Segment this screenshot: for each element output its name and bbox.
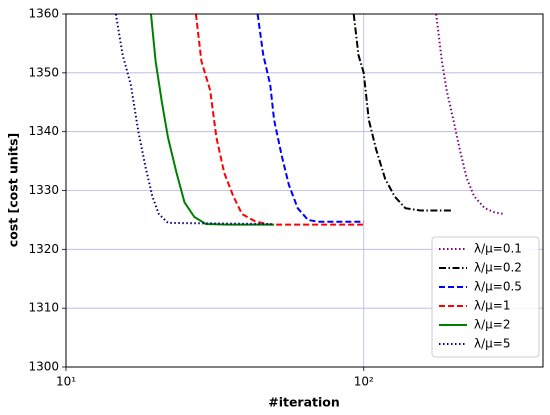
x-axis-label: #iteration	[268, 395, 340, 410]
plot-frame	[65, 13, 544, 368]
y-tick-label: 1340	[28, 124, 59, 138]
y-tick-label: 1300	[28, 360, 59, 374]
series-line	[435, 13, 504, 215]
legend-label: λ/μ=0.2	[474, 261, 522, 275]
legend-label: λ/μ=1	[474, 299, 510, 313]
series-line	[256, 13, 364, 223]
x-tick-label: 10²	[354, 375, 374, 389]
y-tick-label: 1310	[28, 301, 59, 315]
series-line	[352, 13, 454, 212]
series-line	[114, 13, 272, 225]
legend-label: λ/μ=0.1	[474, 242, 522, 256]
legend-label: λ/μ=2	[474, 318, 510, 332]
x-tick-label: 10¹	[56, 375, 76, 389]
series-line	[194, 13, 364, 226]
series-line	[150, 13, 275, 226]
y-axis-label: cost [cost units]	[6, 133, 21, 247]
legend-label: λ/μ=5	[474, 337, 510, 351]
legend-label: λ/μ=0.5	[474, 280, 522, 294]
y-tick-label: 1330	[28, 183, 59, 197]
y-tick-label: 1360	[28, 7, 59, 21]
y-tick-label: 1320	[28, 242, 59, 256]
y-tick-label: 1350	[28, 65, 59, 79]
